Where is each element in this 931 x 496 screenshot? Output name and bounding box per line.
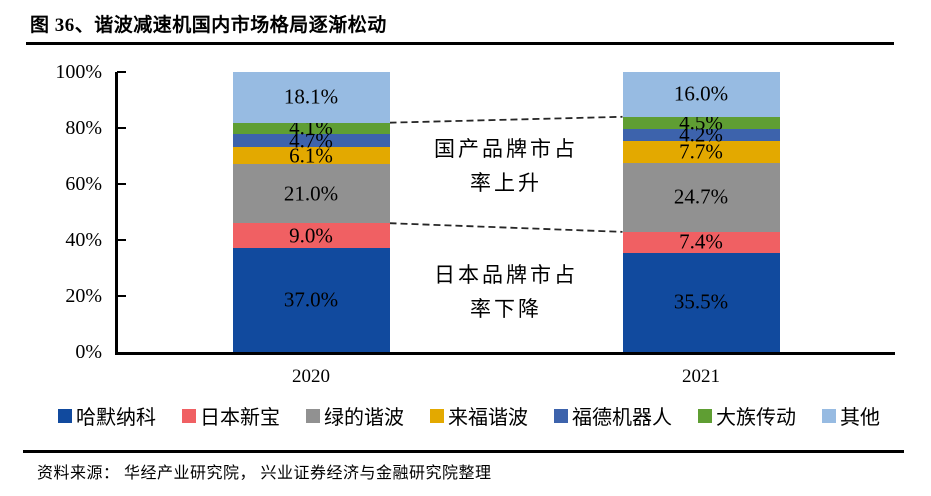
legend-swatch <box>822 408 836 423</box>
figure-title: 图 36、谐波减速机国内市场格局逐渐松动 <box>30 15 387 36</box>
legend-swatch <box>554 408 568 423</box>
bar-segment <box>232 248 390 352</box>
legend-label: 来福谐波 <box>448 407 528 429</box>
bar-segment-label: 24.7% <box>673 184 729 209</box>
bar-segment-label: 37.0% <box>283 287 339 312</box>
bar-segment-label: 4.5% <box>679 110 723 135</box>
legend-item: 绿的谐波 <box>306 401 404 430</box>
y-axis-tick-label: 0% <box>75 341 102 363</box>
legend-swatch <box>182 408 196 423</box>
source-divider <box>23 450 904 453</box>
y-axis-tick-mark <box>117 127 126 129</box>
legend-label: 哈默纳科 <box>76 407 156 429</box>
legend-label: 绿的谐波 <box>324 407 404 429</box>
y-axis-tick-mark <box>117 71 126 73</box>
annotation-japanese-declining: 日本品牌市占 率下降 <box>434 263 578 321</box>
region-divider-dashed-line <box>389 115 623 124</box>
y-axis-tick-label: 60% <box>65 173 102 195</box>
bar-segment <box>622 162 780 232</box>
region-divider-dashed-line <box>389 222 623 233</box>
x-axis-label: 2021 <box>682 366 720 387</box>
bar-segment <box>622 72 780 117</box>
bar-segment-label: 6.1% <box>289 143 333 168</box>
chart-legend: 哈默纳科 日本新宝 绿的谐波 来福谐波 福德机器人 大族传动 其他 <box>58 401 880 430</box>
legend-item: 其他 <box>822 401 880 430</box>
bar-segment <box>232 147 390 165</box>
y-axis-tick-label: 100% <box>55 61 102 83</box>
y-axis-tick-mark <box>117 239 126 241</box>
bar-segment-label: 7.7% <box>679 139 723 164</box>
bar-segment <box>622 252 780 352</box>
bar-segment-label: 18.1% <box>283 84 339 109</box>
bar-segment <box>232 134 390 148</box>
bar-segment-label: 7.4% <box>679 229 723 254</box>
y-axis-tick-mark <box>117 183 126 185</box>
bar-segment <box>232 72 390 123</box>
x-axis-line <box>115 352 895 355</box>
bar-segment <box>232 164 390 224</box>
legend-swatch <box>306 408 320 423</box>
legend-label: 日本新宝 <box>200 407 280 429</box>
legend-item: 福德机器人 <box>554 401 672 430</box>
legend-item: 哈默纳科 <box>58 401 156 430</box>
legend-item: 日本新宝 <box>182 401 280 430</box>
bar-segment <box>622 141 780 163</box>
legend-item: 来福谐波 <box>430 401 528 430</box>
bar-segment-label: 9.0% <box>289 223 333 248</box>
legend-swatch <box>430 408 444 423</box>
y-axis-line <box>115 72 118 352</box>
source-note: 资料来源： 华经产业研究院， 兴业证券经济与金融研究院整理 <box>37 465 492 482</box>
bar-segment <box>622 129 780 142</box>
bar-segment-label: 16.0% <box>673 81 729 106</box>
title-divider <box>26 42 894 45</box>
legend-label: 福德机器人 <box>572 407 672 429</box>
bar-segment-label: 21.0% <box>283 181 339 206</box>
y-axis-tick-label: 20% <box>65 285 102 307</box>
annotation-domestic-rising: 国产品牌市占 率上升 <box>434 137 578 195</box>
bar-segment-label: 4.7% <box>289 128 333 153</box>
x-axis-label: 2020 <box>292 366 330 387</box>
bar-segment-label: 35.5% <box>673 289 729 314</box>
legend-swatch <box>698 408 712 423</box>
legend-label: 大族传动 <box>716 407 796 429</box>
bar-segment <box>232 122 390 135</box>
bar-segment <box>232 223 390 249</box>
y-axis-tick-label: 40% <box>65 229 102 251</box>
bar-segment <box>622 231 780 253</box>
y-axis-tick-mark <box>117 295 126 297</box>
bar-segment-label: 4.2% <box>679 122 723 147</box>
legend-item: 大族传动 <box>698 401 796 430</box>
y-axis-tick-label: 80% <box>65 117 102 139</box>
legend-swatch <box>58 408 72 423</box>
bar-segment <box>622 116 780 130</box>
legend-label: 其他 <box>840 407 880 429</box>
